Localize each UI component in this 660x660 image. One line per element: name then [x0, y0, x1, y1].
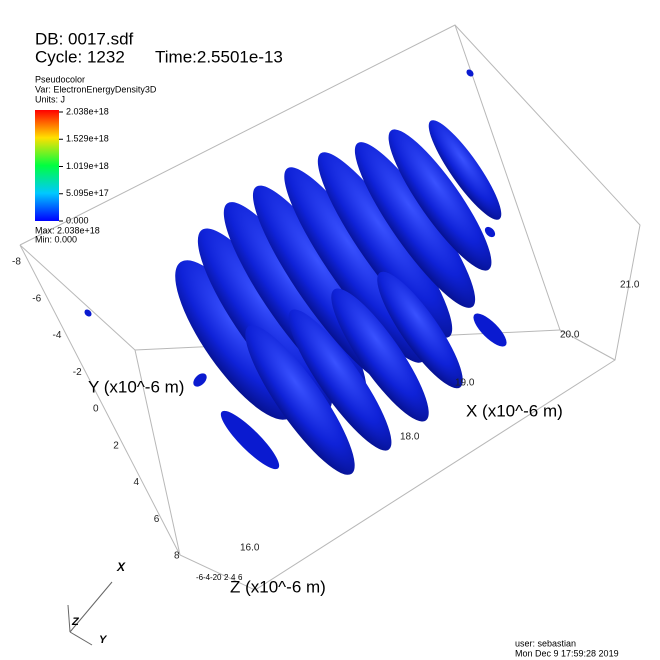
legend-tick-label: 0.000 — [66, 215, 89, 225]
legend-var: Var: ElectronEnergyDensity3D — [35, 84, 157, 94]
legend-min: Min: 0.000 — [35, 234, 77, 244]
isosurface-fragment — [469, 309, 511, 351]
legend-tick-label: 1.019e+18 — [66, 161, 109, 171]
x-tick-label: 19.0 — [455, 378, 475, 389]
db-name: DB: 0017.sdf — [35, 29, 134, 48]
x-axis-title: X (x10^-6 m) — [466, 401, 563, 420]
isosurface-fragment — [483, 225, 497, 239]
isosurface-fragment — [83, 308, 93, 318]
x-tick-label: 20.0 — [560, 330, 580, 341]
y-tick-label: 6 — [154, 514, 160, 525]
color-bar — [35, 110, 59, 221]
footer-date: Mon Dec 9 17:59:28 2019 — [515, 648, 619, 658]
legend-plot: Pseudocolor — [35, 74, 85, 84]
y-tick-label: -8 — [12, 257, 21, 268]
triad-x: X — [116, 560, 126, 574]
z-tick-label: 0 — [217, 573, 222, 582]
cycle: Cycle: 1232 — [35, 47, 125, 66]
y-tick-label: -2 — [73, 367, 82, 378]
z-tick-label: 6 — [238, 573, 243, 582]
x-tick-label: 16.0 — [240, 543, 260, 554]
x-tick-label: 18.0 — [400, 432, 420, 443]
y-tick-label: -4 — [53, 330, 62, 341]
triad-y: Y — [99, 634, 108, 646]
visit-window: DB: 0017.sdf Cycle: 1232 Time:2.5501e-13… — [0, 0, 660, 660]
z-tick-label: 2 — [224, 573, 229, 582]
x-tick-label: 21.0 — [620, 280, 640, 291]
triad-z: Z — [71, 616, 80, 628]
isosurface — [83, 68, 511, 486]
legend-tick-label: 5.095e+17 — [66, 188, 109, 198]
y-tick-label: 4 — [134, 477, 140, 488]
time: Time:2.5501e-13 — [155, 47, 283, 66]
y-tick-label: 2 — [113, 440, 119, 451]
isosurface-fragment — [191, 371, 209, 389]
y-axis-title: Y (x10^-6 m) — [88, 377, 184, 396]
y-tick-label: -6 — [32, 293, 41, 304]
axis-triad: X Z Y — [68, 560, 126, 646]
legend-tick-label: 1.529e+18 — [66, 134, 109, 144]
y-tick-label: 0 — [93, 404, 99, 415]
footer-user: user: sebastian — [515, 638, 576, 648]
y-tick-label: 8 — [174, 551, 180, 562]
legend-units: Units: J — [35, 94, 65, 104]
legend-tick-label: 2.038e+18 — [66, 106, 109, 116]
z-axis-title: Z (x10^-6 m) — [230, 577, 326, 596]
z-tick-label: 4 — [231, 573, 236, 582]
